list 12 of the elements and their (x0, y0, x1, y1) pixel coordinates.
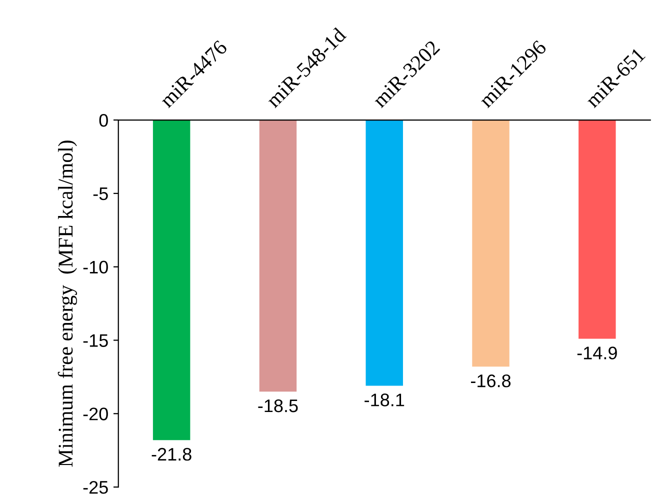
data-label: -14.9 (577, 346, 617, 360)
y-tick-label: -15 (83, 334, 108, 347)
data-label: -18.1 (364, 394, 404, 406)
y-axis-title: Minimum free energy (MFE kcal/mol) (58, 140, 77, 467)
y-tick-label: -25 (83, 480, 108, 494)
y-tick-label: -20 (83, 408, 108, 420)
y-tick-label: -10 (83, 260, 108, 274)
y-tick-label: -5 (93, 188, 108, 200)
data-label: -18.5 (258, 399, 298, 412)
y-tick-label: 0 (99, 114, 108, 127)
data-label: -21.8 (152, 448, 192, 461)
data-label: -16.8 (470, 374, 511, 388)
